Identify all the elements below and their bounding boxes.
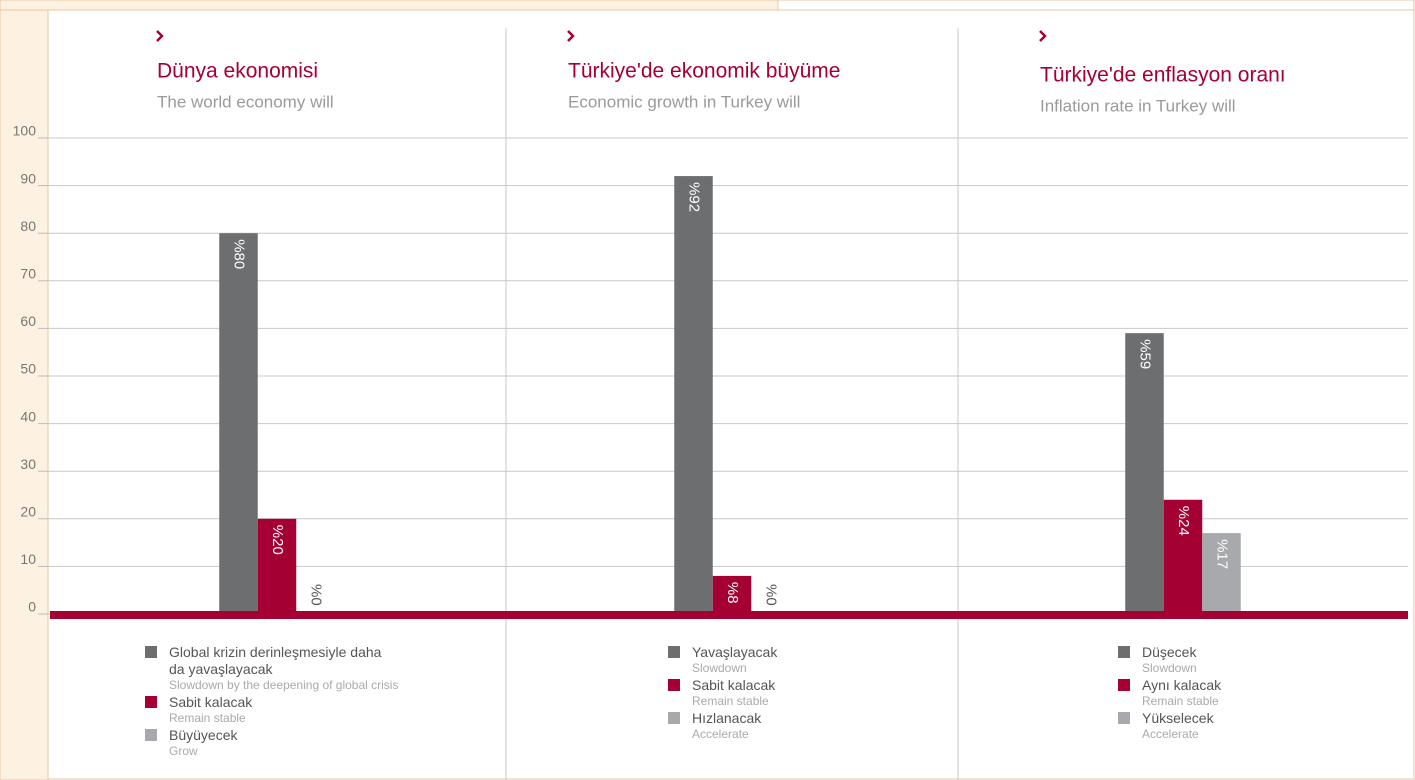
- legend-swatch: [145, 729, 157, 741]
- value-label: %24: [1175, 506, 1192, 536]
- legend-label: Aynı kalacak: [1142, 677, 1222, 693]
- legend-item: Yavaşlayacak Slowdown: [668, 644, 922, 675]
- bar: [219, 233, 258, 614]
- legend-label: Düşecek: [1142, 644, 1197, 660]
- legend-swatch: [668, 712, 680, 724]
- legend-item: Yükselecek Accelerate: [1118, 710, 1372, 741]
- value-label: %59: [1137, 339, 1154, 369]
- legend-item: Düşecek Slowdown: [1118, 644, 1372, 675]
- legend-item: Global krizin derinleşmesiyle daha da ya…: [145, 644, 399, 692]
- panel-subtitle: Inflation rate in Turkey will: [1040, 96, 1236, 115]
- legend-label: Yavaşlayacak: [692, 644, 778, 660]
- value-label: %17: [1214, 539, 1231, 569]
- panel-title: Dünya ekonomisi: [157, 60, 318, 83]
- panel-subtitle: Economic growth in Turkey will: [568, 92, 800, 111]
- legend: Yavaşlayacak Slowdown Sabit kalacak Remain …: [668, 644, 922, 743]
- legend-item: Hızlanacak Accelerate: [668, 710, 922, 741]
- chevron-icon: [1039, 30, 1047, 42]
- legend: Düşecek Slowdown Aynı kalacak Remain stable…: [1118, 644, 1372, 743]
- legend-item: Aynı kalacak Remain stable: [1118, 677, 1372, 708]
- legend-label: Global krizin derinleşmesiyle daha da ya…: [169, 644, 382, 677]
- legend-note: Slowdown: [692, 661, 747, 675]
- y-tick-label: 100: [13, 123, 37, 139]
- y-tick-label: 50: [20, 361, 36, 377]
- bar: [1163, 499, 1203, 614]
- bar: [674, 176, 713, 614]
- chevron-icon: [567, 30, 575, 42]
- top-strip: [777, 0, 1415, 11]
- top-strip: [0, 0, 779, 11]
- legend-note: Accelerate: [1142, 727, 1199, 741]
- legend-note: Slowdown by the deepening of global cris…: [169, 678, 399, 692]
- legend-swatch: [145, 646, 157, 658]
- bar: [1202, 533, 1241, 614]
- bar: [712, 575, 752, 614]
- legend-note: Remain stable: [1142, 694, 1219, 708]
- legend-item: Sabit kalacak Remain stable: [668, 677, 922, 708]
- legend-note: Remain stable: [169, 711, 246, 725]
- value-label: %92: [686, 182, 703, 212]
- legend-label: Sabit kalacak: [692, 677, 776, 693]
- y-tick-label: 0: [28, 599, 36, 615]
- panel-title: Türkiye'de ekonomik büyüme: [568, 60, 840, 83]
- legend-swatch: [1118, 712, 1130, 724]
- y-tick-label: 10: [20, 551, 36, 567]
- value-label: %80: [231, 239, 248, 269]
- panel-title: Türkiye'de enflasyon oranı: [1040, 64, 1286, 87]
- value-label: %0: [308, 584, 325, 606]
- legend-label: Yükselecek: [1142, 710, 1214, 726]
- legend: Global krizin derinleşmesiyle daha da ya…: [145, 644, 399, 760]
- y-tick-label: 60: [20, 313, 36, 329]
- y-tick-label: 20: [20, 504, 36, 520]
- legend-swatch: [145, 696, 157, 708]
- legend-swatch: [668, 679, 680, 691]
- legend-swatch: [1118, 679, 1130, 691]
- y-tick-label: 90: [20, 170, 36, 186]
- legend-note: Grow: [169, 744, 198, 758]
- legend-label: Sabit kalacak: [169, 694, 253, 710]
- panel-subtitle: The world economy will: [157, 92, 334, 111]
- chevron-icon: [156, 30, 164, 42]
- y-tick-label: 40: [20, 408, 36, 424]
- y-tick-label: 70: [20, 266, 36, 282]
- legend-label: Hızlanacak: [692, 710, 762, 726]
- legend-note: Accelerate: [692, 727, 749, 741]
- y-tick-label: 80: [20, 218, 36, 234]
- value-label: %0: [763, 584, 780, 606]
- legend-note: Slowdown: [1142, 661, 1197, 675]
- legend-swatch: [668, 646, 680, 658]
- value-label: %8: [724, 582, 741, 604]
- value-label: %20: [269, 525, 286, 555]
- frame: [47, 9, 1415, 780]
- legend-swatch: [1118, 646, 1130, 658]
- legend-label: Büyüyecek: [169, 727, 238, 743]
- legend-item: Sabit kalacak Remain stable: [145, 694, 399, 725]
- legend-note: Remain stable: [692, 694, 769, 708]
- bar: [257, 518, 297, 614]
- y-tick-label: 30: [20, 456, 36, 472]
- legend-item: Büyüyecek Grow: [145, 727, 399, 758]
- bar: [1125, 333, 1164, 614]
